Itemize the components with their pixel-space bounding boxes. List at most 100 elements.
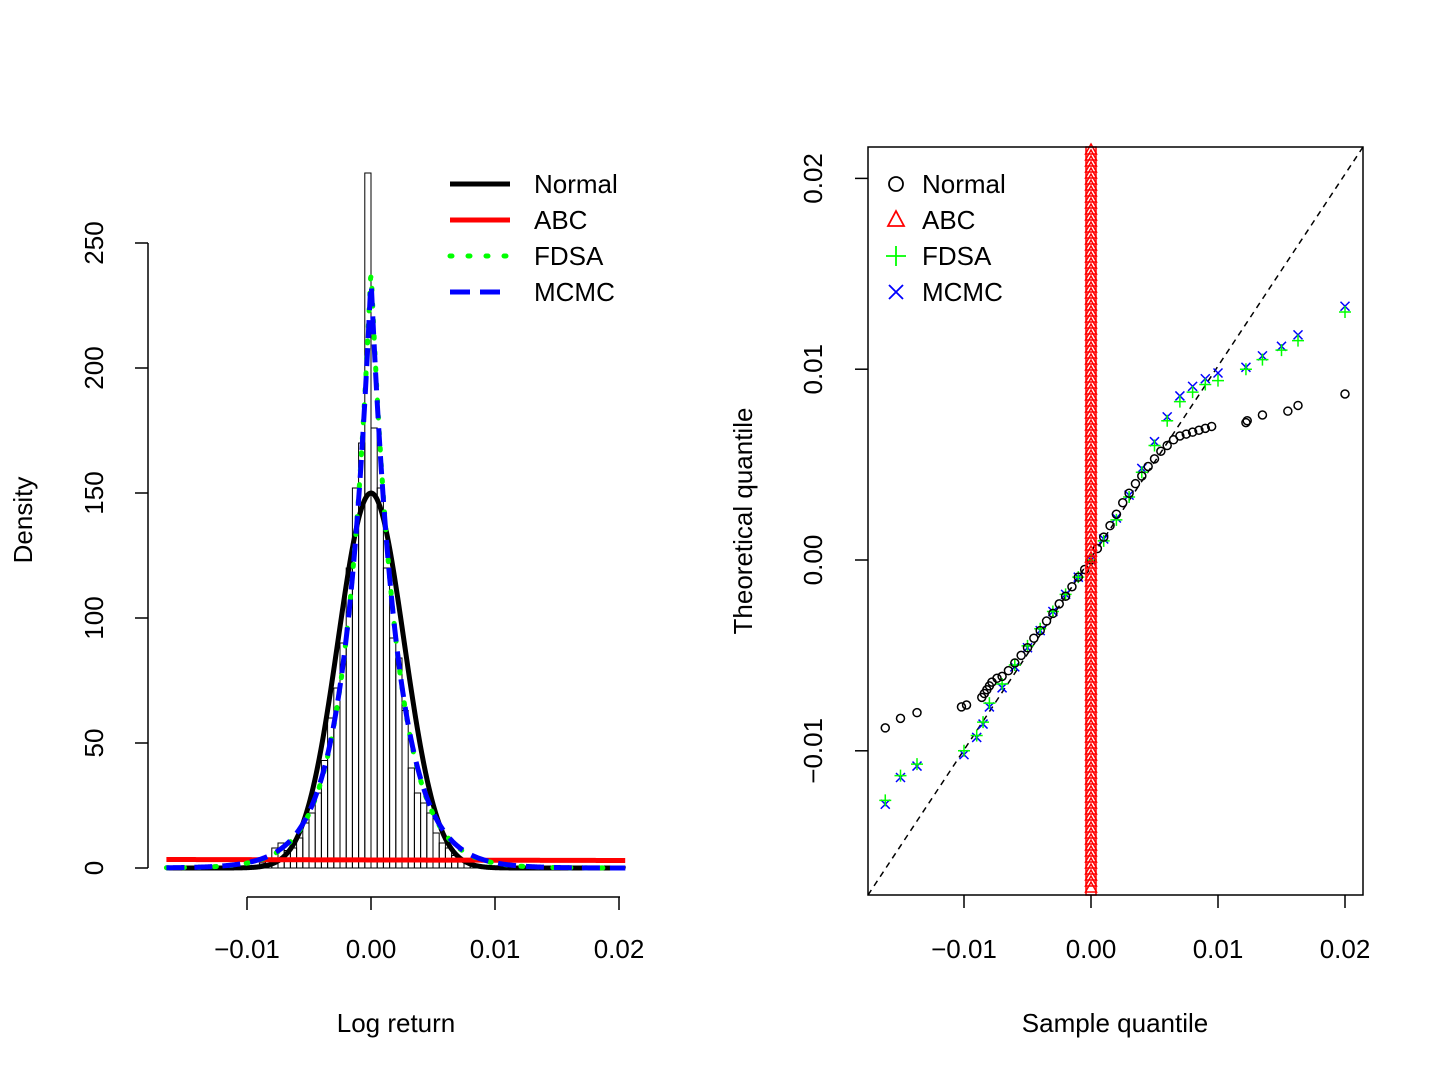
legend-marker-fdsa [886,246,906,266]
x-axis-ticks: −0.01 0.00 0.01 0.02 [214,897,644,964]
qq-point-fdsa [894,769,907,782]
qq-point-abc [1084,700,1098,713]
qq-point-abc [1084,586,1098,599]
qq-point-abc [1084,436,1098,449]
qq-point-fdsa [911,758,924,771]
qq-point-normal [1143,461,1153,472]
qq-point-normal [1041,616,1052,626]
histogram-bar [389,637,397,869]
legend-label: Normal [922,169,1006,199]
histogram-bar [314,792,322,869]
qq-point-abc [1084,430,1098,443]
qq-point-abc [1084,154,1098,167]
legend: Normal ABC FDSA MCMC [886,169,1006,307]
qq-point-abc [1084,442,1098,455]
qq-point-fdsa [1173,395,1186,408]
qq-point-abc [1084,760,1098,773]
qq-point-normal [1200,423,1211,434]
qq-point-abc [1084,868,1098,881]
qq-point-fdsa [1292,334,1305,347]
histogram-bar [296,837,304,869]
histogram-bar [432,832,440,869]
qq-point-abc [1084,532,1098,545]
qq-point-normal [1149,454,1160,464]
qq-point-abc [1084,652,1098,665]
qq-point-abc [1084,844,1098,857]
qq-point-abc [1084,808,1098,821]
histogram-bar [382,567,391,869]
x-tick-label: −0.01 [931,934,997,964]
qq-point-abc [1084,466,1098,479]
qq-point-fdsa [1239,363,1252,376]
qq-point-abc [1084,214,1098,227]
y-axis-label: Density [8,477,38,564]
qq-point-abc [1084,598,1098,611]
x-tick-label: −0.01 [214,934,280,964]
qq-point-abc [1084,736,1098,749]
qq-point-abc [1084,862,1098,875]
qq-point-abc [1084,688,1098,701]
qq-point-abc [1084,514,1098,527]
qq-point-fdsa [879,794,892,807]
qq-point-normal [1194,425,1204,436]
y-axis-ticks: 0 50 100 150 200 250 [79,221,148,875]
qq-point-abc [1084,394,1098,407]
legend-label: Normal [534,169,618,199]
qq-point-abc [1084,448,1098,461]
qq-point-abc [1084,634,1098,647]
qq-point-abc [1084,802,1098,815]
qq-point-abc [1084,730,1098,743]
qq-point-abc [1084,172,1098,185]
qq-point-normal [880,723,891,733]
legend-label: FDSA [922,241,992,271]
y-axis-ticks: −0.01 0.00 0.01 0.02 [798,153,868,784]
qq-point-abc [1084,694,1098,707]
qq-point-abc [1084,424,1098,437]
qq-point-abc [1084,820,1098,833]
qq-point-fdsa [1148,439,1161,452]
qq-point-abc [1084,574,1098,587]
y-tick-label: 250 [79,221,109,264]
qq-point-abc [1084,400,1098,413]
qq-point-normal [1187,427,1198,437]
qq-point-normal [1029,633,1039,643]
qq-point-abc [1084,796,1098,809]
qq-point-abc [1084,220,1098,233]
qq-point-abc [1084,280,1098,293]
qq-point-abc [1084,478,1098,491]
qq-point-normal [1181,429,1191,439]
qq-point-abc [1084,352,1098,365]
qq-point-abc [1084,406,1098,419]
y-tick-label: 0 [79,861,109,875]
x-tick-label: 0.02 [594,934,645,964]
qq-point-abc [1084,376,1098,389]
density-curve-abc [166,857,626,863]
qq-point-abc [1084,454,1098,467]
y-tick-label: −0.01 [798,718,828,784]
qq-point-normal [1162,440,1172,451]
qq-point-abc [1084,526,1098,539]
qq-point-normal [1118,498,1128,508]
qq-point-abc [1084,370,1098,383]
x-axis-label: Log return [337,1008,456,1038]
x-axis-label: Sample quantile [1022,1008,1208,1038]
density-curve-normal [166,490,626,871]
qq-point-abc [1084,814,1098,827]
qq-point-abc [1084,208,1098,221]
qq-point-fdsa [1161,414,1174,427]
qq-point-abc [1084,544,1098,557]
qq-point-normal [1293,400,1303,411]
qq-point-abc [1084,562,1098,575]
y-tick-label: 0.01 [798,344,828,395]
y-tick-label: 200 [79,346,109,389]
qq-point-abc [1084,706,1098,719]
qq-point-normal [1175,431,1185,441]
y-tick-label: 0.02 [798,153,828,204]
qq-point-abc [1084,670,1098,683]
y-tick-label: 50 [79,729,109,758]
qq-point-abc [1084,310,1098,323]
qq-point-normal [961,700,972,710]
x-tick-label: 0.01 [1193,934,1244,964]
x-axis-ticks: −0.01 0.00 0.01 0.02 [931,895,1370,964]
histogram-bar [438,842,446,869]
